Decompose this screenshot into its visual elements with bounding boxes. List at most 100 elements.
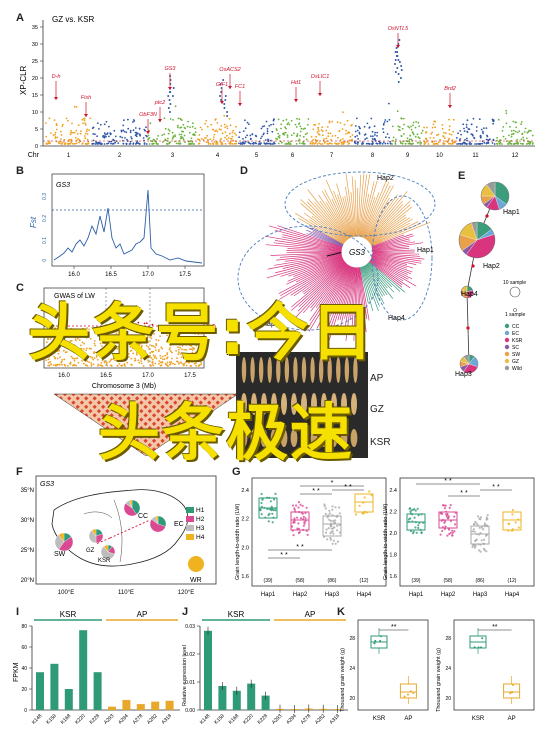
a-point [124, 137, 126, 139]
a-point [526, 137, 528, 140]
a-point [186, 125, 189, 128]
c-point [171, 351, 173, 354]
a-point [469, 141, 471, 144]
a-point [392, 136, 395, 139]
panel-g-left-marks: 1.62.02.22.4(39)Hap1(58)Hap2(86)Hap3(12)… [241, 480, 374, 598]
a-point [481, 142, 484, 145]
a-point [238, 131, 241, 134]
a-point [528, 140, 531, 143]
a-ytick-label: 10 [32, 110, 38, 116]
a-point [450, 133, 453, 136]
a-point [451, 139, 454, 141]
g-point [331, 542, 334, 545]
h-grain [284, 357, 290, 383]
panel-d-hap4: Hap4 [388, 315, 405, 322]
a-gene-arrowhead [158, 119, 162, 122]
g-point [297, 527, 300, 530]
a-point [130, 136, 133, 138]
d-branch [302, 260, 346, 293]
a-point [84, 132, 87, 135]
d-branch [368, 258, 417, 287]
c-point [57, 352, 60, 355]
a-point [417, 136, 420, 139]
d-branch [361, 178, 388, 240]
d-branch [295, 261, 348, 319]
a-point [321, 126, 324, 129]
a-ytick-label: 25 [32, 59, 38, 65]
a-point [464, 138, 466, 141]
a-point [328, 121, 331, 124]
e-pie-hap1-outline [480, 181, 510, 211]
a-point [278, 134, 281, 137]
a-point [232, 139, 235, 142]
a-point [465, 123, 468, 126]
a-point [486, 135, 489, 138]
a-gene-arrowhead [220, 101, 224, 104]
c-point [135, 335, 138, 338]
a-point [512, 120, 515, 123]
a-peak-point [219, 95, 222, 97]
d-branch [370, 253, 425, 260]
c-point [110, 358, 112, 361]
a-point [314, 123, 317, 126]
a-point [201, 128, 203, 131]
a-point [437, 133, 440, 136]
a-point [167, 128, 170, 131]
panel-f-region-wr: WR [190, 577, 202, 584]
g-point [329, 519, 332, 522]
c-point [82, 358, 85, 361]
c-point [137, 340, 139, 342]
a-point [489, 138, 491, 141]
a-peak-point [397, 81, 400, 83]
a-point [193, 143, 196, 145]
a-point [147, 134, 150, 137]
bar-xtick-label: A318 [161, 713, 174, 726]
c-point [89, 356, 92, 358]
d-branch [282, 254, 344, 269]
g-point [415, 531, 418, 534]
k-ytick-label: 28 [445, 636, 451, 642]
a-point [220, 128, 223, 131]
panel-a-xlabel: Chr [28, 152, 40, 159]
a-chr-label: 10 [436, 153, 443, 159]
g-point [302, 515, 305, 518]
f-pie-sw-slice [58, 532, 65, 543]
g-ytick-label: 2.2 [389, 510, 397, 516]
a-point [265, 120, 268, 123]
f-legend-label: H1 [196, 507, 205, 514]
g-point [305, 506, 308, 509]
a-point [183, 134, 186, 137]
a-point [406, 140, 409, 143]
a-point [231, 143, 234, 145]
bar-xtick-label: K168 [228, 713, 241, 726]
c-point [181, 348, 183, 351]
f-lat-label: 35°N [21, 488, 34, 494]
k-xtick-label: KSR [472, 716, 485, 722]
a-point [163, 117, 166, 120]
k-xtick-label: AP [508, 716, 516, 722]
c-point [74, 338, 77, 340]
a-chr-label: 2 [118, 153, 122, 159]
a-ytick-label: 15 [32, 93, 38, 99]
c-point [198, 342, 201, 344]
a-point [252, 142, 255, 145]
c-point [127, 336, 130, 339]
a-point [263, 125, 266, 127]
c-point [170, 361, 173, 363]
a-point [69, 133, 72, 136]
a-point [283, 133, 286, 136]
a-point [407, 142, 410, 145]
c-point [159, 335, 162, 337]
g-point [271, 512, 274, 515]
d-branch [320, 264, 352, 333]
g-point [449, 531, 452, 534]
k-point [511, 684, 514, 687]
d-branch [350, 265, 357, 321]
a-point [269, 142, 271, 145]
g-point [478, 517, 481, 520]
c-point [47, 331, 50, 334]
a-point [429, 137, 432, 139]
a-gene-arrowhead [318, 93, 322, 96]
a-peak-point [168, 99, 171, 101]
